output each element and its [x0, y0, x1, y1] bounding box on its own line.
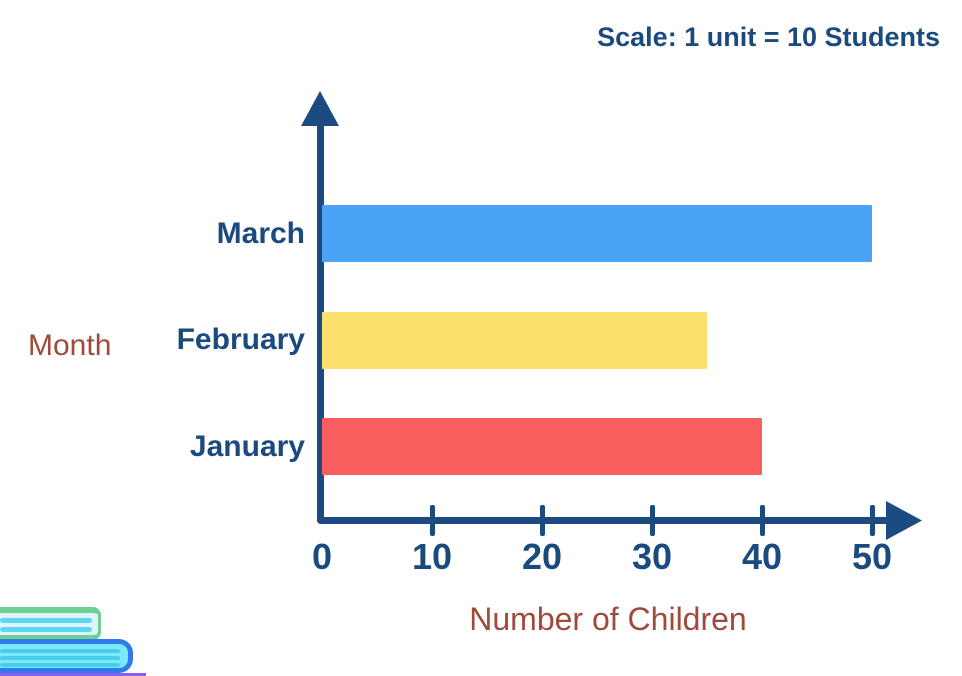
x-tick-mark-40: [759, 505, 765, 536]
category-label-february: February: [176, 323, 305, 356]
book-page-line: [0, 656, 120, 660]
bar-january: [322, 418, 762, 475]
underline-decoration: [0, 673, 146, 676]
scale-note: Scale: 1 unit = 10 Students: [597, 22, 940, 52]
x-tick-mark-50: [869, 505, 875, 536]
book-page-line: [0, 618, 92, 623]
book-page-line: [0, 627, 92, 632]
book-page-line: [0, 663, 120, 667]
category-label-march: March: [216, 216, 305, 250]
book-page-line: [0, 649, 120, 653]
x-tick-mark-10: [429, 505, 435, 536]
x-tick-label-10: 10: [411, 536, 453, 577]
x-tick-mark-20: [539, 505, 545, 536]
x-tick-label-30: 30: [631, 536, 673, 577]
x-tick-label-40: 40: [741, 536, 783, 577]
book-icon: [0, 607, 101, 640]
x-tick-mark-30: [649, 505, 655, 536]
book-icon: [0, 639, 133, 673]
x-tick-label-20: 20: [521, 536, 563, 577]
x-tick-label-50: 50: [851, 536, 893, 577]
category-label-january: January: [189, 429, 305, 463]
bar-february: [322, 311, 707, 369]
y-axis-title: Month: [28, 329, 112, 362]
books-illustration: [0, 605, 160, 676]
x-tick-label-0: 0: [311, 536, 333, 577]
bar-march: [322, 205, 872, 262]
x-axis-title: Number of Children: [469, 601, 747, 637]
